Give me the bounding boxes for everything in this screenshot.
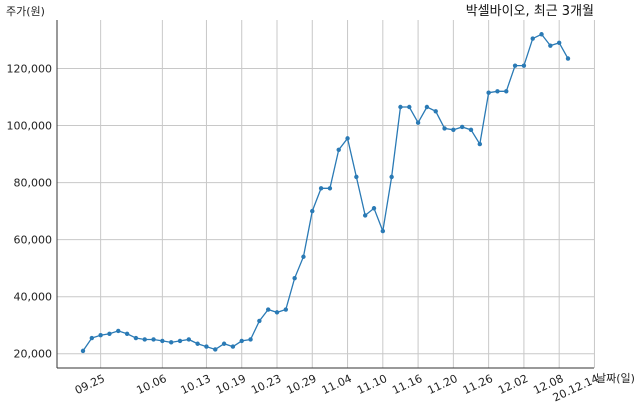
price-point bbox=[98, 332, 103, 338]
x-tick-label: 11.16 bbox=[390, 372, 424, 397]
price-point bbox=[230, 344, 236, 349]
x-tick-label: 11.20 bbox=[426, 372, 460, 397]
price-point bbox=[292, 275, 297, 281]
price-point bbox=[336, 147, 341, 152]
price-point bbox=[539, 32, 544, 37]
price-point bbox=[80, 348, 86, 354]
price-line bbox=[82, 33, 569, 352]
price-point bbox=[477, 141, 483, 147]
price-point bbox=[521, 63, 527, 68]
price-point bbox=[389, 174, 394, 180]
x-tick-label: 10.19 bbox=[214, 372, 248, 397]
price-point bbox=[124, 331, 130, 336]
price-point bbox=[89, 335, 95, 341]
axes bbox=[56, 20, 594, 369]
price-point bbox=[248, 337, 253, 342]
y-tick-label: 80,000 bbox=[14, 177, 53, 190]
price-point bbox=[327, 186, 333, 191]
price-point bbox=[371, 206, 377, 211]
x-tick-label: 10.23 bbox=[249, 372, 283, 397]
x-tick-labels: 09.25 10.06 10.13 10.19 10.23 10.29 11.04 11.10… bbox=[73, 372, 601, 404]
price-point bbox=[486, 90, 491, 95]
price-point bbox=[310, 208, 315, 214]
price-point bbox=[345, 136, 350, 141]
price-point bbox=[380, 228, 386, 234]
price-point bbox=[257, 318, 262, 324]
price-point bbox=[274, 310, 280, 315]
price-point bbox=[354, 174, 359, 180]
x-tick-label: 09.25 bbox=[73, 372, 107, 397]
price-point bbox=[301, 254, 306, 259]
price-point bbox=[451, 127, 456, 133]
y-tick-label: 60,000 bbox=[14, 234, 53, 247]
x-tick-label: 10.29 bbox=[284, 372, 318, 397]
y-tick-label: 100,000 bbox=[7, 120, 53, 133]
x-tick-label: 11.04 bbox=[320, 372, 354, 397]
price-point bbox=[133, 335, 139, 341]
price-point bbox=[177, 338, 183, 344]
y-tick-label: 120,000 bbox=[7, 62, 53, 75]
x-tick-label: 12.02 bbox=[496, 372, 530, 397]
price-point bbox=[433, 109, 438, 114]
y-tick-labels: 20,000 40,000 60,000 80,000 100,000 120,000 bbox=[7, 62, 53, 360]
x-axis-label: 날짜(일) bbox=[596, 371, 635, 385]
price-point bbox=[424, 104, 430, 110]
price-point bbox=[504, 89, 509, 94]
price-point bbox=[512, 63, 518, 68]
price-point bbox=[468, 127, 474, 133]
grid-lines bbox=[57, 20, 595, 368]
price-point bbox=[142, 337, 147, 342]
x-tick-label: 10.13 bbox=[179, 372, 213, 397]
price-point bbox=[556, 40, 562, 46]
chart-title: 박셀바이오, 최근 3개월 bbox=[466, 4, 594, 19]
price-point bbox=[398, 104, 403, 110]
price-point bbox=[283, 307, 289, 312]
price-point bbox=[160, 338, 165, 344]
price-point bbox=[221, 341, 227, 346]
y-tick-label: 40,000 bbox=[14, 291, 53, 304]
price-point bbox=[362, 213, 368, 218]
price-point bbox=[186, 337, 192, 342]
price-point bbox=[530, 36, 535, 41]
price-point bbox=[407, 104, 412, 110]
price-point bbox=[195, 341, 200, 346]
price-point bbox=[239, 338, 244, 344]
price-point bbox=[116, 328, 121, 334]
x-tick-label: 11.26 bbox=[461, 372, 495, 397]
price-point bbox=[318, 186, 324, 191]
price-point bbox=[151, 337, 156, 342]
price-point bbox=[204, 344, 209, 349]
x-tick-label: 10.06 bbox=[135, 372, 169, 397]
x-tick-label: 11.10 bbox=[355, 372, 389, 397]
price-point bbox=[168, 340, 174, 345]
price-point bbox=[213, 347, 218, 352]
price-series bbox=[80, 32, 571, 354]
price-point bbox=[565, 56, 571, 61]
y-axis-label: 주가(원) bbox=[6, 5, 45, 18]
price-point bbox=[415, 120, 421, 125]
price-point bbox=[265, 307, 271, 312]
price-point bbox=[442, 126, 447, 131]
y-tick-label: 20,000 bbox=[14, 348, 53, 361]
price-point bbox=[107, 331, 112, 336]
price-point bbox=[548, 43, 553, 48]
price-point bbox=[495, 89, 500, 94]
price-point bbox=[459, 124, 465, 130]
